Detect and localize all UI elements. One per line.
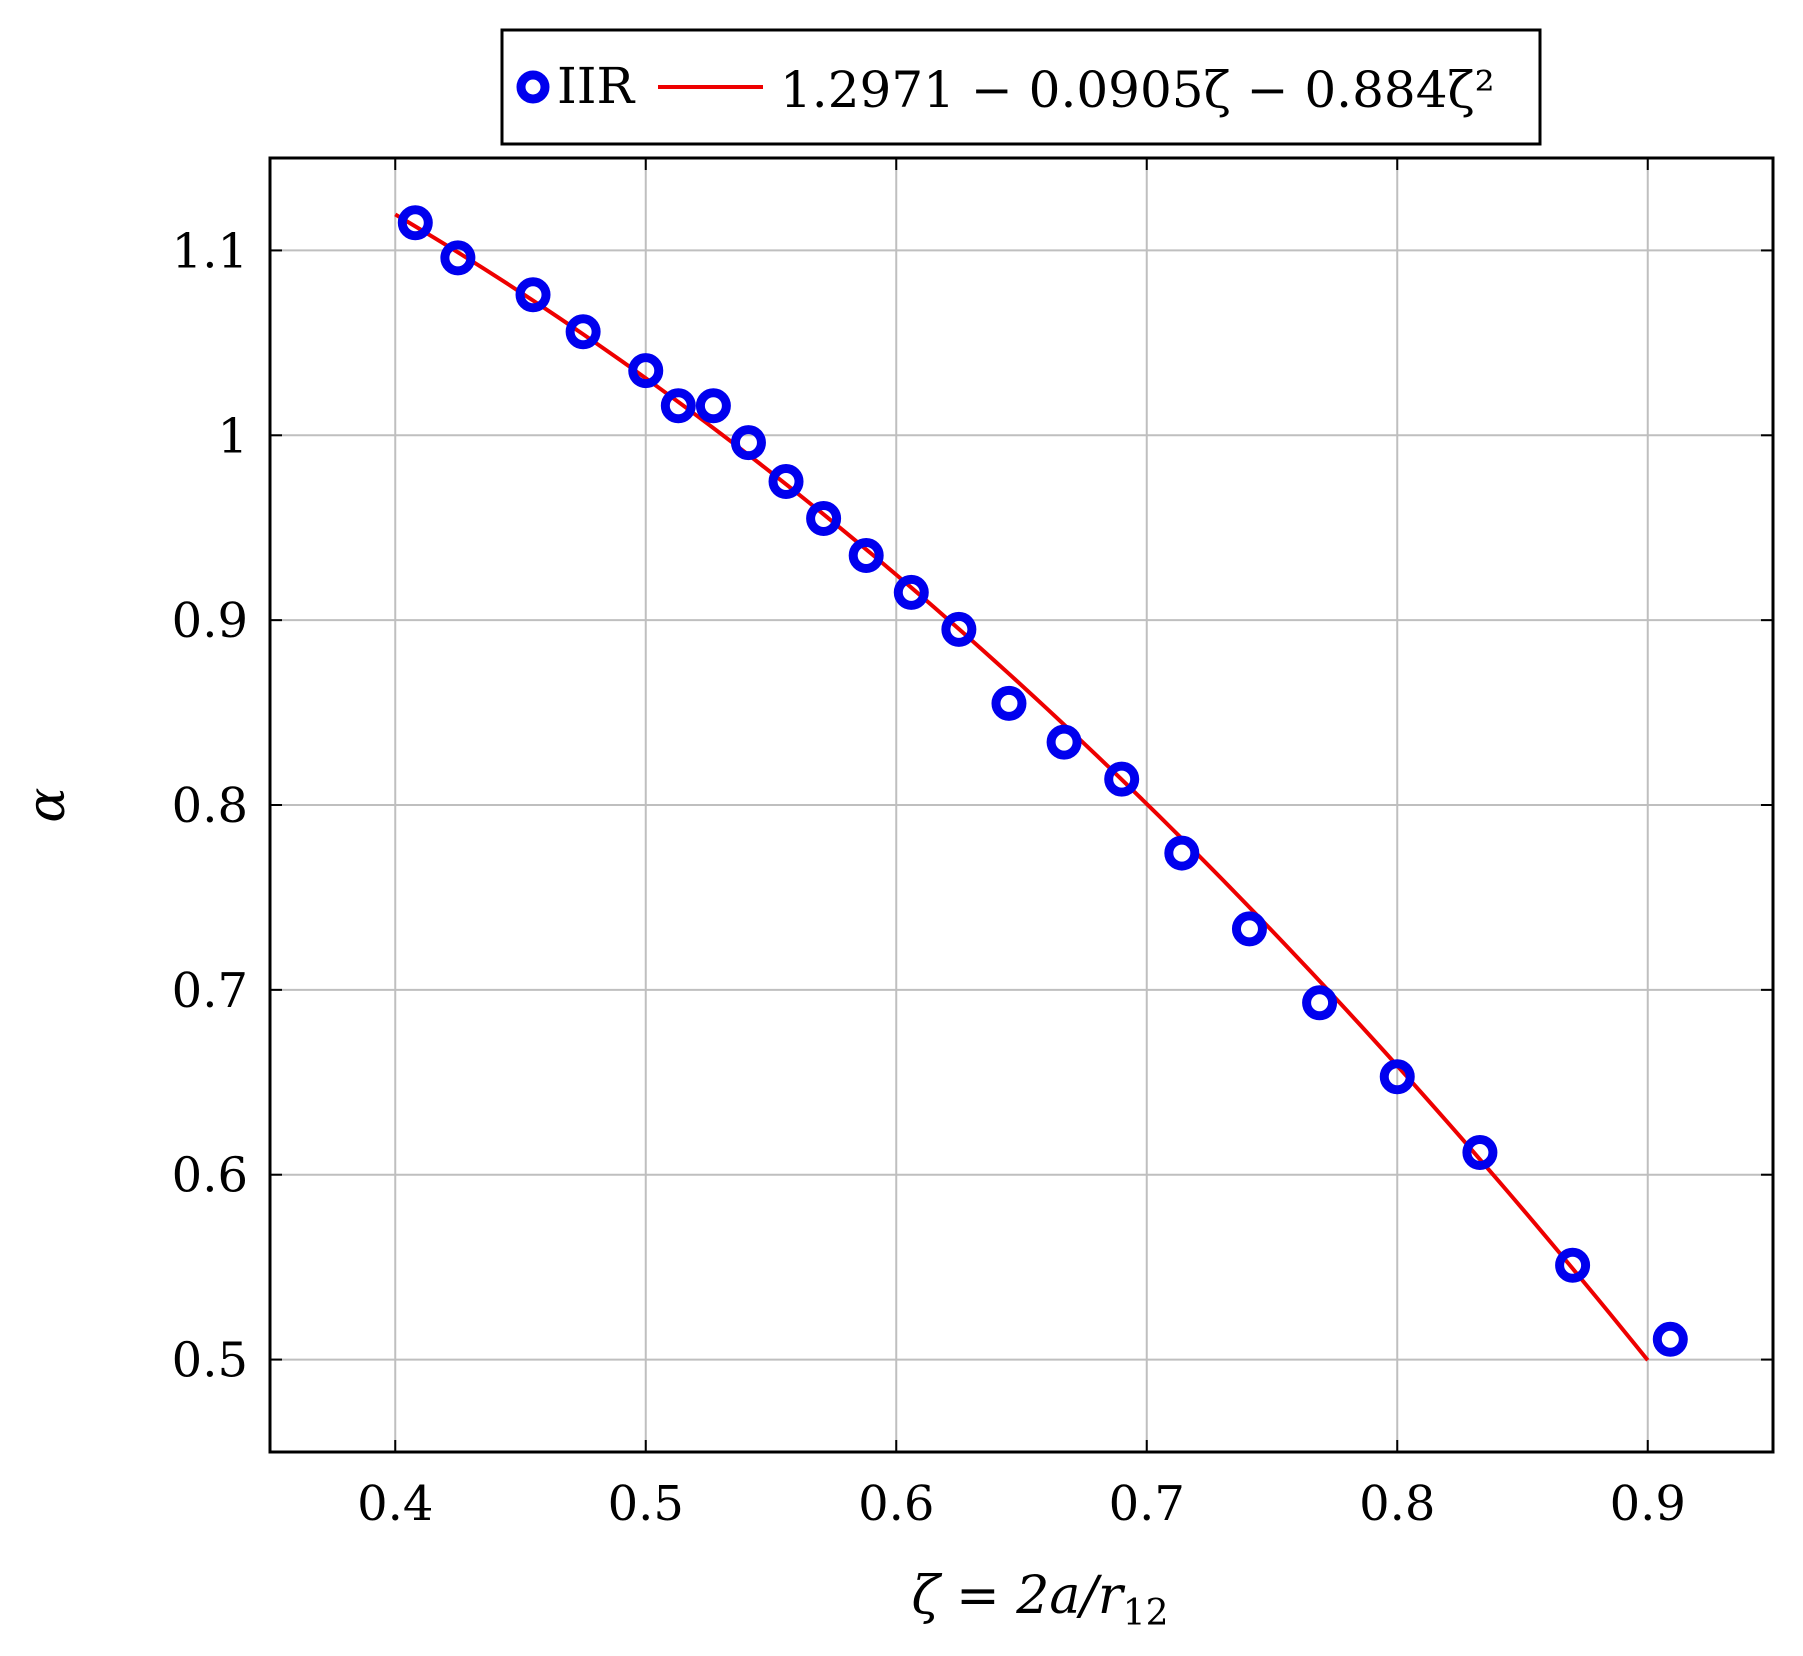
fit-line [394,212,1650,1362]
x-tick-label: 0.4 [357,1476,433,1532]
data-point-iir [440,240,476,276]
data-point-iir [1462,1135,1498,1171]
data-point-iir [1379,1059,1415,1095]
x-tick-label: 0.5 [608,1476,684,1532]
legend-label-iir: IIR [557,57,636,115]
data-point-iir [991,685,1027,721]
data-point-iir [628,353,664,389]
data-point-iir [1652,1321,1688,1357]
data-point-iir [941,611,977,647]
x-tick-label: 0.8 [1359,1476,1435,1532]
grid [270,158,1773,1452]
data-point-iir [1555,1247,1591,1283]
data-point-iir [695,388,731,424]
y-tick-label: 0.7 [172,963,248,1019]
legend-marker-iir [516,70,550,104]
fit-layer [394,212,1650,1362]
y-tick-label: 0.8 [172,778,248,834]
data-point-iir [1046,724,1082,760]
data-point-iir [730,425,766,461]
y-axis-label: α [17,787,77,822]
y-tick-label: 0.9 [172,593,248,649]
data-point-iir [565,314,601,350]
x-axis-label-main: ζ = 2a/r [911,1566,1125,1626]
y-tick-label: 1 [217,408,248,464]
legend: IIR 1.2971 − 0.0905ζ − 0.884ζ² [500,28,1542,146]
data-point-iir [848,537,884,573]
data-point-iir [1164,835,1200,871]
data-point-iir [1302,985,1338,1021]
data-point-iir [660,388,696,424]
x-tick-label: 0.9 [1610,1476,1686,1532]
y-tick-label: 0.6 [172,1148,248,1204]
data-point-iir [806,500,842,536]
data-point-iir [1231,911,1267,947]
data-point-iir [893,574,929,610]
y-tick-label: 1.1 [172,223,248,279]
x-tick-label: 0.6 [858,1476,934,1532]
x-tick-label: 0.7 [1109,1476,1185,1532]
x-axis-label: ζ = 2a/r12 [911,1566,1168,1634]
y-tick-labels: 0.5 0.6 0.7 0.8 0.9 1 1.1 [172,223,248,1388]
x-tick-labels: 0.4 0.5 0.6 0.7 0.8 0.9 [357,1476,1686,1532]
x-axis-label-subscript: 12 [1123,1593,1169,1634]
legend-label-fit: 1.2971 − 0.0905ζ − 0.884ζ² [780,61,1495,119]
data-point-iir [397,205,433,241]
data-point-iir [1104,761,1140,797]
y-tick-label: 0.5 [172,1333,248,1389]
marker-layer [397,205,1688,1357]
plot-frame [268,156,1775,1454]
data-point-iir [515,277,551,313]
data-point-iir [768,464,804,499]
